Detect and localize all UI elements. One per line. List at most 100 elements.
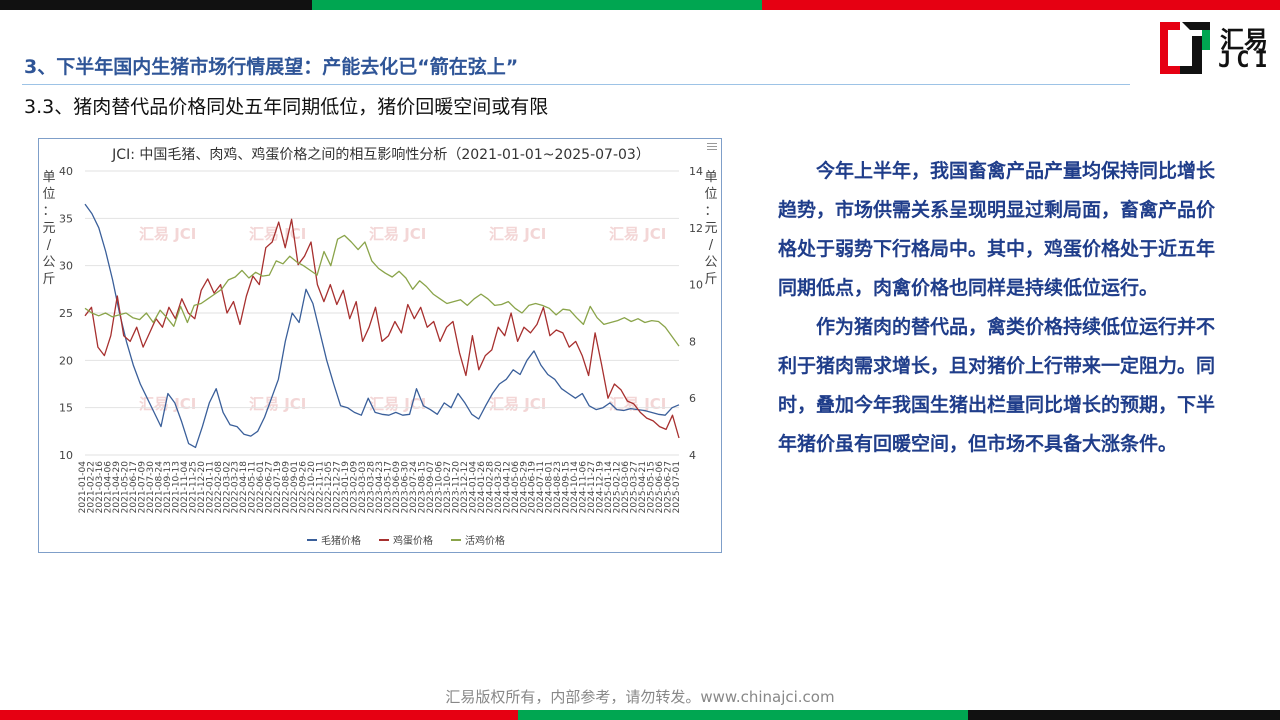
x-tick-53: 2024-06-19 — [528, 461, 538, 514]
body-text: 今年上半年，我国畜禽产品产量均保持同比增长趋势，市场供需关系呈现明显过剩局面，畜… — [778, 152, 1218, 464]
x-tick-58: 2024-10-14 — [570, 461, 580, 514]
x-tick-70: 2025-07-01 — [672, 461, 682, 513]
x-tick-34: 2023-03-28 — [367, 461, 377, 514]
x-tick-29: 2022-12-05 — [324, 461, 334, 513]
body-paragraph-1: 今年上半年，我国畜禽产品产量均保持同比增长趋势，市场供需关系呈现明显过剩局面，畜… — [778, 160, 1216, 299]
watermark-0: 汇易 JCI — [139, 225, 196, 243]
x-tick-66: 2025-04-21 — [638, 461, 648, 513]
x-tick-2: 2021-03-16 — [95, 461, 105, 514]
x-tick-56: 2024-08-23 — [553, 461, 563, 513]
x-tick-16: 2022-02-08 — [214, 461, 224, 514]
x-tick-6: 2021-06-17 — [129, 461, 139, 513]
x-tick-39: 2023-07-24 — [409, 461, 419, 514]
x-tick-18: 2022-03-23 — [231, 461, 241, 513]
watermark-6: 汇易 JCI — [249, 395, 306, 413]
x-tick-24: 2022-08-09 — [282, 461, 292, 514]
logo-text-cn: 汇易 — [1220, 26, 1268, 54]
right-tick-6: 6 — [689, 392, 696, 405]
legend-label-2: 活鸡价格 — [465, 534, 505, 547]
x-tick-15: 2022-01-11 — [205, 461, 215, 513]
left-tick-25: 25 — [59, 307, 73, 320]
body-paragraph-2: 作为猪肉的替代品，禽类价格持续低位运行并不利于猪肉需求增长，且对猪价上行带来一定… — [778, 316, 1216, 455]
x-tick-25: 2022-09-01 — [290, 461, 300, 513]
x-tick-14: 2021-12-20 — [197, 461, 207, 514]
left-tick-15: 15 — [59, 402, 73, 415]
x-tick-45: 2023-12-12 — [460, 461, 470, 513]
left-tick-10: 10 — [59, 449, 73, 462]
x-tick-23: 2022-07-19 — [273, 461, 283, 514]
x-tick-27: 2022-10-20 — [307, 461, 317, 514]
legend-label-0: 毛猪价格 — [321, 534, 361, 547]
x-tick-41: 2023-09-07 — [426, 461, 436, 513]
x-tick-7: 2021-07-09 — [137, 461, 147, 514]
watermark-9: 汇易 JCI — [609, 395, 666, 413]
watermark-4: 汇易 JCI — [609, 225, 666, 243]
x-tick-17: 2022-03-02 — [222, 461, 232, 513]
x-tick-32: 2023-02-09 — [350, 461, 360, 514]
watermark-5: 汇易 JCI — [139, 395, 196, 413]
x-tick-9: 2021-08-24 — [154, 461, 164, 514]
x-tick-10: 2021-09-13 — [163, 461, 173, 513]
x-tick-59: 2024-11-06 — [579, 461, 589, 514]
right-axis-label: 单位：元/公斤 — [704, 170, 717, 287]
x-tick-28: 2022-11-11 — [316, 461, 326, 513]
x-tick-63: 2025-02-12 — [613, 461, 623, 513]
x-tick-37: 2023-06-09 — [392, 461, 402, 514]
left-axis-label: 单位：元/公斤 — [42, 170, 55, 287]
x-tick-3: 2021-04-06 — [103, 461, 113, 514]
x-tick-20: 2022-05-11 — [248, 461, 258, 513]
x-tick-46: 2024-01-04 — [468, 461, 478, 514]
x-tick-57: 2024-09-15 — [562, 461, 572, 513]
x-tick-40: 2023-08-15 — [417, 461, 427, 513]
x-tick-30: 2022-12-27 — [333, 461, 343, 513]
watermark-8: 汇易 JCI — [489, 395, 546, 413]
x-tick-48: 2024-02-28 — [485, 461, 495, 514]
chart-title: JCI: 中国毛猪、肉鸡、鸡蛋价格之间的相互影响性分析（2021-01-01~2… — [111, 146, 650, 163]
series-line-1 — [84, 218, 680, 439]
x-tick-36: 2023-05-17 — [383, 461, 393, 513]
left-tick-30: 30 — [59, 260, 73, 273]
x-tick-42: 2023-10-06 — [434, 461, 444, 514]
top-bar-green — [312, 0, 762, 10]
x-tick-12: 2021-11-04 — [180, 461, 190, 514]
bottom-color-bar — [0, 710, 1280, 720]
watermark-1: 汇易 JCI — [249, 225, 306, 243]
x-tick-55: 2024-08-01 — [545, 461, 555, 513]
top-bar-black — [0, 0, 312, 10]
left-tick-35: 35 — [59, 212, 73, 225]
x-tick-26: 2022-09-26 — [299, 461, 309, 514]
x-tick-43: 2023-10-27 — [443, 461, 453, 513]
x-tick-47: 2024-01-26 — [477, 461, 487, 514]
x-tick-68: 2025-06-06 — [655, 461, 665, 514]
watermark-2: 汇易 JCI — [369, 225, 426, 243]
jci-logo: 汇易 JCI — [1158, 20, 1270, 76]
x-tick-33: 2023-03-03 — [358, 461, 368, 513]
x-tick-21: 2022-06-01 — [256, 461, 266, 513]
x-tick-67: 2025-05-15 — [647, 461, 657, 513]
x-tick-19: 2022-04-18 — [239, 461, 249, 514]
menu-icon[interactable] — [707, 143, 717, 151]
x-tick-44: 2023-11-20 — [451, 461, 461, 514]
x-tick-62: 2025-01-14 — [604, 461, 614, 514]
x-tick-60: 2024-11-27 — [587, 461, 597, 513]
top-color-bar — [0, 0, 1280, 10]
x-tick-8: 2021-07-30 — [146, 461, 156, 514]
bottom-bar-green — [518, 710, 968, 720]
right-tick-10: 10 — [689, 279, 703, 292]
x-tick-11: 2021-10-13 — [171, 461, 181, 513]
series-line-0 — [84, 203, 680, 449]
right-tick-8: 8 — [689, 335, 696, 348]
x-tick-13: 2021-11-25 — [188, 461, 198, 513]
series-line-2 — [84, 234, 680, 347]
right-tick-4: 4 — [689, 449, 696, 462]
x-tick-4: 2021-04-29 — [112, 461, 122, 514]
x-tick-31: 2023-01-19 — [341, 461, 351, 514]
logo-text-en: JCI — [1218, 48, 1273, 73]
chart: JCI: 中国毛猪、肉鸡、鸡蛋价格之间的相互影响性分析（2021-01-01~2… — [42, 146, 717, 547]
title-divider — [22, 84, 1130, 85]
x-tick-61: 2024-12-19 — [596, 461, 606, 514]
x-tick-49: 2024-03-20 — [494, 461, 504, 514]
x-tick-65: 2025-03-27 — [630, 461, 640, 513]
sub-title: 3.3、猪肉替代品价格同处五年同期低位，猪价回暖空间或有限 — [24, 96, 549, 118]
x-tick-1: 2021-02-22 — [86, 461, 96, 513]
